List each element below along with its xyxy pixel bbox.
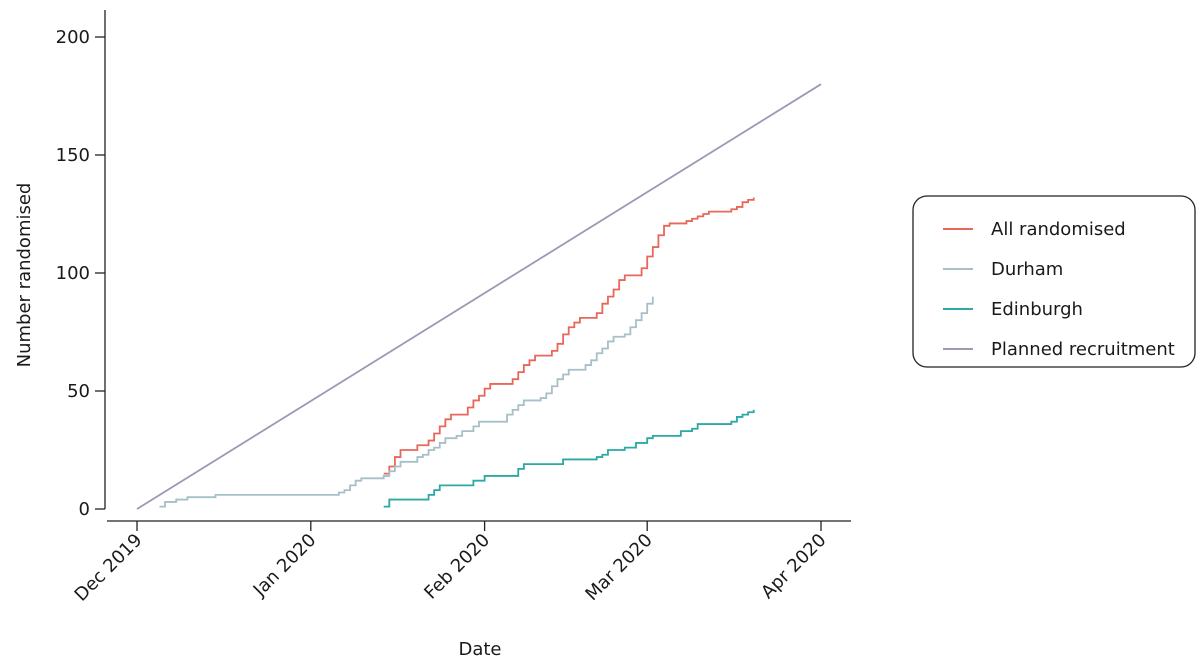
legend-label-edinburgh: Edinburgh: [991, 299, 1083, 320]
series-line-planned-recruitment: [136, 83, 822, 510]
plot-lines: [136, 83, 822, 510]
x-axis-title: Date: [458, 639, 501, 657]
y-axis-title: Number randomised: [14, 183, 35, 368]
series-line-durham: [159, 296, 654, 508]
legend-label-durham: Durham: [991, 259, 1063, 280]
y-tick-label: 200: [56, 27, 90, 48]
y-tick-label: 100: [56, 263, 90, 284]
x-tick-label: Dec 2019: [71, 530, 147, 606]
x-tick-label: Jan 2020: [249, 530, 321, 602]
axes: 0 50 100 150 200 Dec 2019 Jan 2020 Feb 2020 Mar …: [56, 10, 851, 606]
x-tick-label: Mar 2020: [581, 530, 656, 605]
x-tick-label: Apr 2020: [757, 530, 830, 603]
x-tick-label: Feb 2020: [420, 530, 494, 604]
legend: All randomised Durham Edinburgh Planned rec…: [912, 195, 1196, 368]
legend-label-all-randomised: All randomised: [991, 219, 1126, 240]
legend-box: [912, 195, 1196, 368]
y-tick-label: 50: [67, 381, 90, 402]
series-line-edinburgh: [383, 409, 755, 508]
series-line-all-randomised: [383, 197, 755, 475]
y-tick-label: 150: [56, 145, 90, 166]
y-tick-label: 0: [79, 499, 90, 520]
legend-label-planned-recruitment: Planned recruitment: [991, 339, 1175, 360]
